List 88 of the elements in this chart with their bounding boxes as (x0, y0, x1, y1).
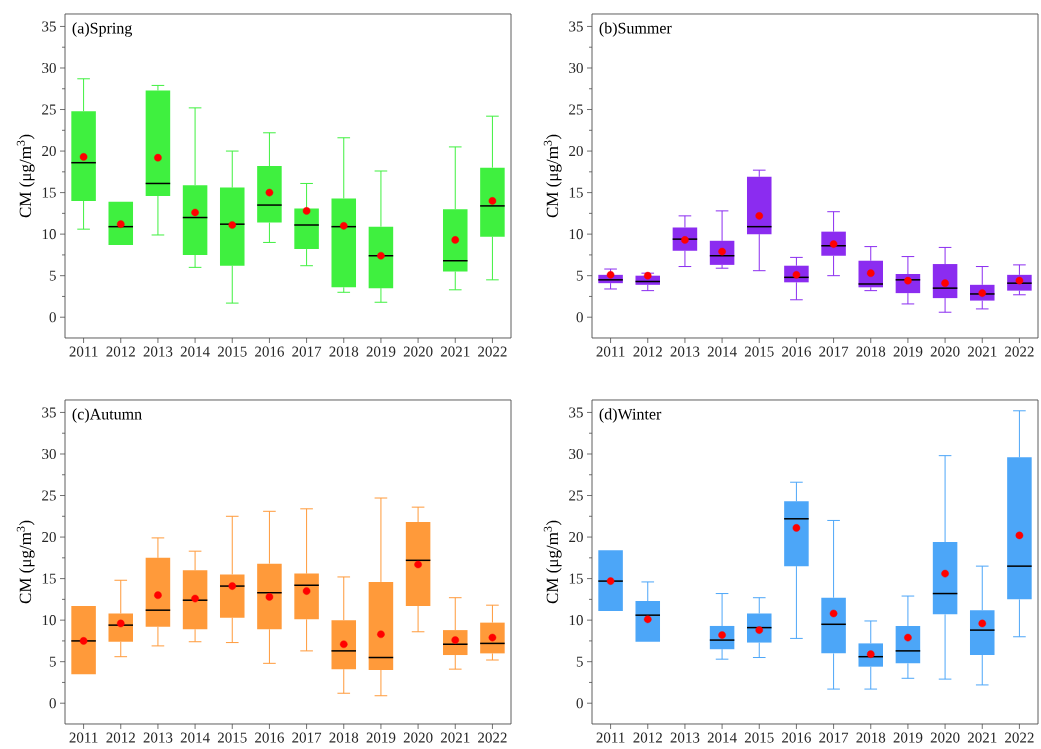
y-axis-title: CM (μg/m$^{3}$) (543, 520, 562, 604)
x-tick-label: 2019 (366, 732, 396, 743)
y-tick-label: 10 (42, 229, 56, 240)
chart-title: (a)Spring (72, 22, 133, 37)
y-tick-label: 35 (42, 407, 56, 418)
x-tick-label: 2011 (69, 732, 98, 743)
x-tick-label: 2014 (707, 346, 737, 357)
x-tick-label: 2021 (440, 732, 470, 743)
y-tick-label: 25 (42, 490, 56, 501)
x-tick-label: 2015 (744, 346, 774, 357)
x-tick-label: 2011 (69, 346, 98, 357)
x-tick-label: 2012 (106, 732, 135, 743)
x-tick-label: 2017 (819, 732, 849, 743)
x-tick-label: 2022 (1005, 732, 1034, 743)
y-tick-label: 10 (42, 615, 56, 626)
y-tick-label: 30 (42, 448, 56, 460)
x-tick-label: 2021 (967, 732, 997, 743)
x-tick-label: 2012 (633, 732, 662, 743)
y-tick-label: 35 (569, 21, 583, 32)
x-tick-label: 2022 (1005, 346, 1034, 357)
x-tick-label: 2012 (633, 346, 662, 357)
y-tick-label: 20 (42, 532, 56, 543)
x-tick-label: 2015 (217, 732, 247, 743)
x-tick-label: 2020 (930, 732, 960, 743)
chart-title: (d)Winter (599, 408, 662, 423)
x-tick-label: 2018 (856, 346, 886, 357)
x-tick-label: 2020 (403, 732, 433, 743)
y-tick-label: 0 (576, 312, 583, 323)
x-tick-label: 2021 (967, 346, 997, 357)
y-tick-label: 10 (569, 229, 583, 240)
x-tick-label: 2013 (143, 732, 173, 743)
x-tick-label: 2012 (106, 346, 135, 357)
y-tick-label: 25 (42, 104, 56, 115)
x-tick-label: 2013 (143, 346, 173, 357)
x-tick-label: 2016 (782, 732, 811, 743)
y-tick-label: 15 (569, 573, 583, 584)
y-tick-label: 25 (569, 490, 583, 501)
x-tick-label: 2019 (893, 732, 923, 743)
x-tick-label: 2016 (782, 346, 811, 357)
chart-title: (b)Summer (599, 22, 672, 37)
x-tick-label: 2014 (707, 732, 737, 743)
x-tick-label: 2015 (217, 346, 247, 357)
y-tick-label: 25 (569, 104, 583, 115)
x-tick-label: 2020 (930, 346, 960, 357)
x-tick-label: 2013 (670, 732, 700, 743)
y-tick-label: 5 (49, 656, 56, 667)
y-tick-label: 20 (42, 146, 56, 157)
x-tick-label: 2021 (440, 346, 470, 357)
y-tick-label: 0 (576, 698, 583, 709)
chart-title: (c)Autumn (72, 408, 142, 423)
y-tick-label: 30 (569, 448, 583, 460)
x-tick-label: 2022 (478, 732, 507, 743)
x-tick-label: 2022 (478, 346, 507, 357)
y-axis-title: CM (μg/m$^{3}$) (543, 134, 562, 218)
x-tick-label: 2015 (744, 732, 774, 743)
x-tick-label: 2014 (180, 346, 210, 357)
y-axis-title: CM (μg/m$^{3}$) (16, 134, 35, 218)
x-tick-label: 2018 (329, 732, 359, 743)
y-tick-label: 5 (576, 270, 583, 281)
y-tick-label: 30 (569, 62, 583, 74)
y-tick-label: 20 (569, 532, 583, 543)
x-tick-label: 2013 (670, 346, 700, 357)
x-tick-label: 2018 (856, 732, 886, 743)
x-tick-label: 2019 (366, 346, 396, 357)
x-tick-label: 2020 (403, 346, 433, 357)
y-tick-label: 15 (42, 573, 56, 584)
x-tick-label: 2017 (292, 346, 322, 357)
x-tick-label: 2011 (596, 346, 625, 357)
x-tick-label: 2017 (819, 346, 849, 357)
y-tick-label: 30 (42, 62, 56, 74)
x-tick-label: 2016 (255, 346, 284, 357)
y-tick-label: 20 (569, 146, 583, 157)
y-tick-label: 10 (569, 615, 583, 626)
y-tick-label: 0 (49, 698, 56, 709)
x-tick-label: 2017 (292, 732, 322, 743)
x-tick-label: 2018 (329, 346, 359, 357)
x-tick-label: 2019 (893, 346, 923, 357)
y-tick-label: 0 (49, 312, 56, 323)
y-tick-label: 35 (42, 21, 56, 32)
y-tick-label: 5 (49, 270, 56, 281)
x-tick-label: 2011 (596, 732, 625, 743)
x-tick-label: 2016 (255, 732, 284, 743)
y-tick-label: 5 (576, 656, 583, 667)
x-tick-label: 2014 (180, 732, 210, 743)
y-tick-label: 35 (569, 407, 583, 418)
y-tick-label: 15 (42, 187, 56, 198)
y-axis-title: CM (μg/m$^{3}$) (16, 520, 35, 604)
y-tick-label: 15 (569, 187, 583, 198)
